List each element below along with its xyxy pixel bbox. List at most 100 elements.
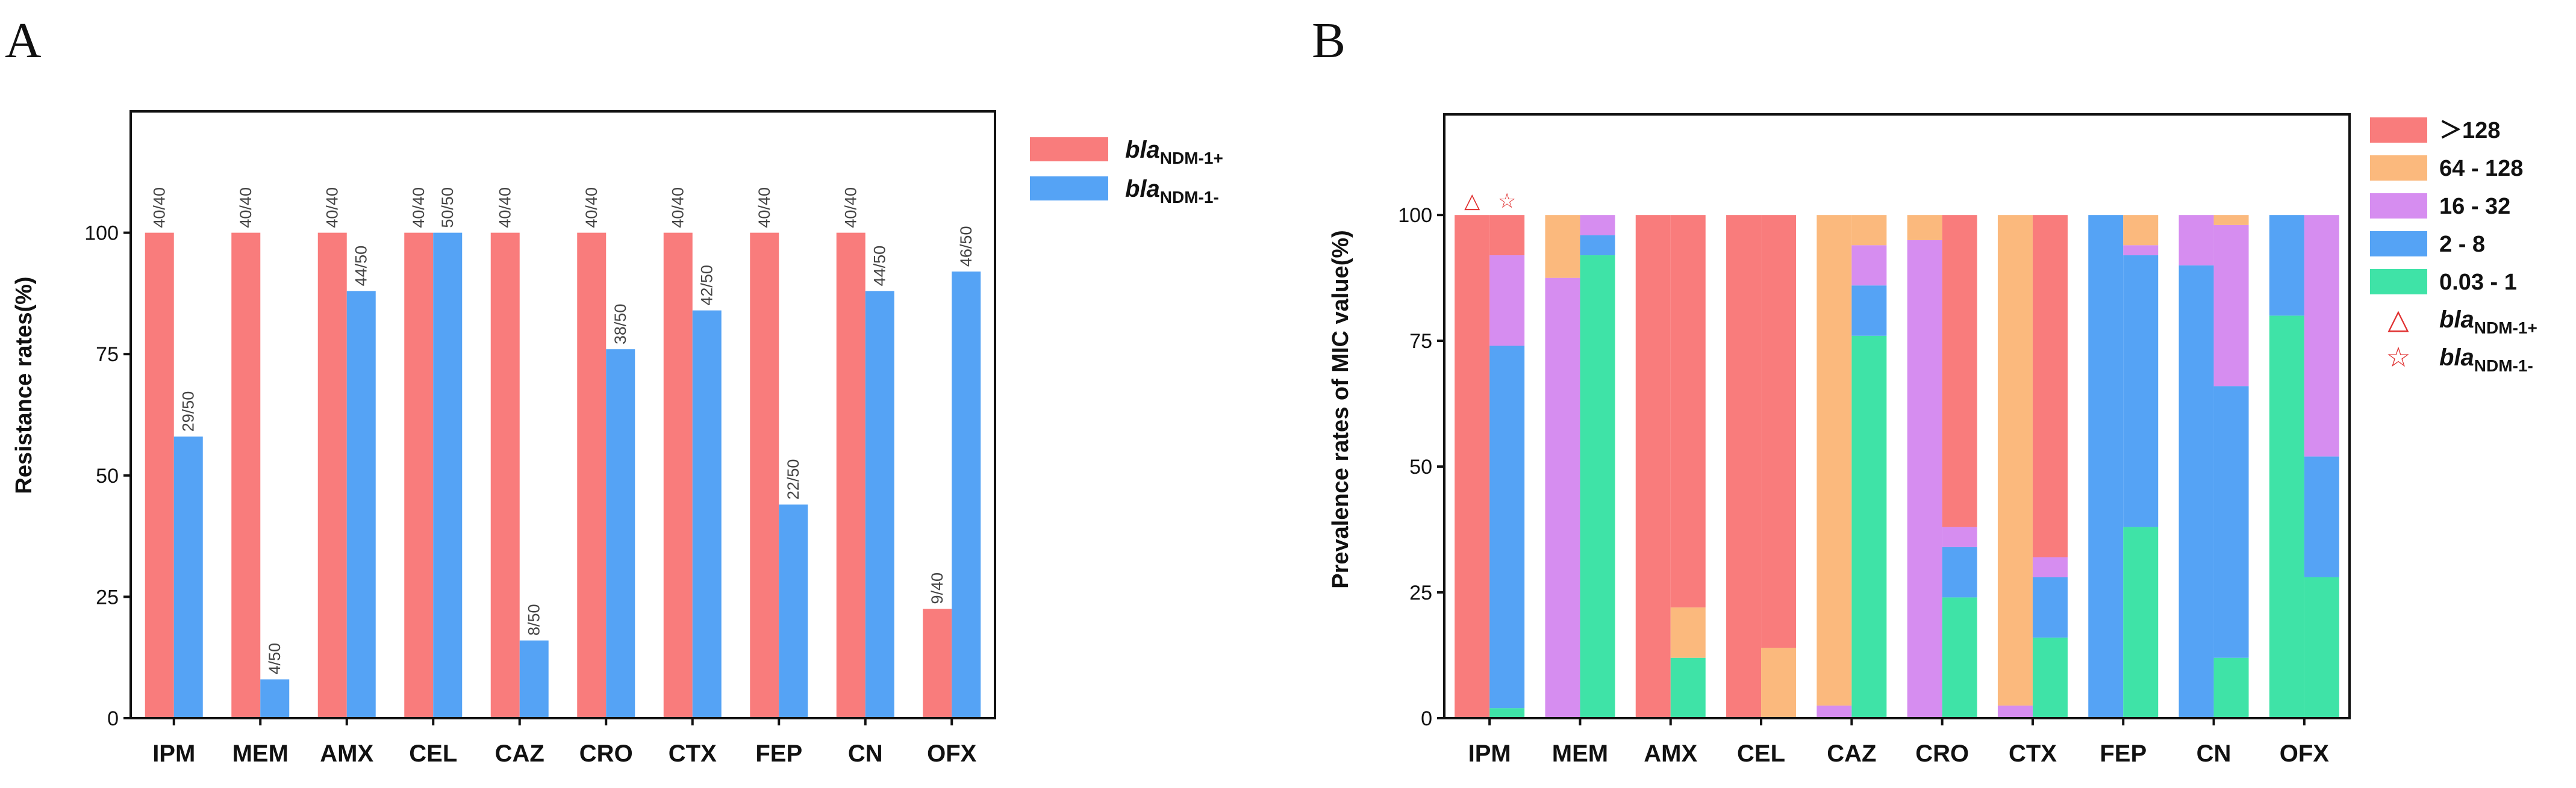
panel-a-bars (145, 232, 981, 719)
panel-b-legend-label: 2 - 8 (2439, 232, 2485, 257)
panel-a-legend-label: blaNDM-1+ (1125, 137, 1223, 167)
panel-a-data-label: 4/50 (266, 643, 284, 675)
panel-a-data-label: 40/40 (323, 187, 341, 228)
panel-a-legend-label-base: bla (1125, 137, 1160, 163)
panel-a-bar-ndm-neg (779, 504, 808, 718)
panel-a-bar-ndm-neg (865, 291, 894, 718)
panel-b-y-tick-label: 50 (1409, 456, 1432, 479)
panel-b-bar-segment-ndm-pos (2269, 215, 2304, 316)
panel-a-data-label: 38/50 (611, 304, 629, 345)
panel-b-x-ticks: IPM MEM AMX CEL CAZ CRO CTX FEP CN OFX (1468, 718, 2329, 767)
panel-b-bar-segment-ndm-pos (2269, 315, 2304, 718)
panel-b-bar-segment-ndm-neg (1942, 215, 1977, 527)
panel-b-legend-label-base: bla (2439, 306, 2474, 333)
panel-b-bar-segment-ndm-neg (1670, 215, 1706, 608)
panel-b-bar-segment-ndm-neg (2123, 255, 2159, 527)
panel-a-x-tick-label: CN (848, 740, 883, 767)
panel-b-bar-segment-ndm-pos (2088, 215, 2124, 719)
panel-b-bar-segment-ndm-neg (1670, 607, 1706, 658)
panel-b-legend-label: ＞128 (2439, 118, 2500, 143)
panel-a-x-tick-label: CRO (579, 740, 633, 767)
panel-b-bar-segment-ndm-neg (2304, 456, 2339, 577)
panel-b-bar-segment-ndm-neg (2123, 215, 2159, 246)
panel-a-data-label: 40/40 (496, 187, 514, 228)
panel-b-bar-segment-ndm-neg (2213, 657, 2249, 718)
panel-a-x-tick-label: MEM (232, 740, 288, 767)
panel-a-legend-label-sub: NDM-1+ (1160, 149, 1223, 167)
panel-a-bar-ndm-pos (145, 232, 174, 719)
panel-b-bar-segment-ndm-pos (1997, 215, 2033, 706)
panel-b-bar-segment-ndm-pos (1907, 215, 1942, 240)
panel-a-legend-swatch (1030, 176, 1108, 200)
panel-b-bar-segment-ndm-neg (2213, 386, 2249, 658)
panel-a-data-label: 40/40 (237, 187, 255, 228)
panel-b-marker-star: ☆ (1498, 190, 1516, 213)
panel-a-y-tick-label: 25 (96, 586, 119, 609)
panel-a-x-tick-label: IPM (152, 740, 195, 767)
panel-b-legend-marker-star: ☆ (2386, 341, 2410, 373)
panel-a-data-label: 40/40 (151, 187, 169, 228)
panel-b-legend-label: blaNDM-1+ (2439, 306, 2537, 337)
panel-a-bar-ndm-neg (260, 679, 290, 718)
panel-a-bar-ndm-neg (692, 310, 722, 718)
panel-a-data-label: 40/40 (410, 187, 428, 228)
panel-b-bar-segment-ndm-pos (1455, 215, 1490, 719)
panel-b-x-tick-label: MEM (1552, 740, 1608, 767)
panel-b-bar-segment-ndm-neg (1761, 215, 1797, 648)
panel-b-bar-segment-ndm-pos (1635, 215, 1671, 719)
panel-a-x-tick-label: CEL (409, 740, 457, 767)
panel-b-bar-segment-ndm-pos (1726, 215, 1762, 719)
panel-b-y-tick-label: 75 (1409, 330, 1432, 353)
panel-b-legend-marker-triangle: △ (2387, 303, 2409, 335)
panel-a-data-label: 40/40 (582, 187, 600, 228)
panel-a-bar-ndm-pos (577, 232, 607, 719)
panel-b-bar-segment-ndm-neg (1851, 335, 1887, 718)
panel-b-legend-swatch (2370, 269, 2427, 294)
panel-a-x-tick-label: OFX (927, 740, 977, 767)
panel-b-bar-segment-ndm-neg (1942, 527, 1977, 547)
panel-b-x-tick-label: CAZ (1827, 740, 1876, 767)
panel-b-bar-segment-ndm-neg (2032, 215, 2068, 557)
panel-b-bar-segment-ndm-neg (1851, 285, 1887, 336)
panel-a-data-label: 44/50 (352, 246, 370, 287)
panel-a-legend-swatch (1030, 137, 1108, 161)
panel-b-y-axis-label: Prevalence rates of MIC value(%) (1328, 230, 1353, 589)
panel-b-y-tick-label: 0 (1421, 707, 1432, 730)
panel-b-bar-segment-ndm-pos (1545, 278, 1580, 718)
panel-a-bar-ndm-neg (519, 640, 549, 718)
panel-b-legend-swatch (2370, 193, 2427, 219)
panel-b-bar-segment-ndm-neg (2123, 527, 2159, 718)
panel-b-x-tick-label: CTX (2009, 740, 2057, 767)
panel-b-legend-swatch (2370, 155, 2427, 181)
panel-label-b: B (1312, 13, 1346, 69)
panel-b-bar-segment-ndm-pos (2178, 215, 2214, 265)
panel-a-bar-ndm-pos (663, 232, 693, 719)
panel-a-data-label: 44/50 (871, 246, 889, 287)
panel-a-data-labels: 40/40 29/50 40/40 4/50 40/40 44/50 40/40 50/50 4… (151, 187, 976, 674)
panel-b-legend-label: blaNDM-1- (2439, 344, 2533, 375)
panel-b-bar-segment-ndm-neg (2032, 557, 2068, 577)
panel-b-bar-segment-ndm-neg (1761, 647, 1797, 718)
panel-b-x-tick-label: AMX (1644, 740, 1697, 767)
panel-a-bar-ndm-neg (606, 349, 635, 718)
panel-a-bar-ndm-neg (433, 232, 463, 719)
panel-a: A 40/40 29/50 40/40 4/50 40/40 44/50 40/40 50/5… (5, 13, 1223, 767)
panel-a-data-label: 42/50 (698, 265, 716, 306)
panel-a-bar-ndm-neg (173, 436, 203, 718)
panel-a-legend-label-base: bla (1125, 176, 1160, 202)
panel-b-legend-label: 16 - 32 (2439, 194, 2510, 219)
panel-a-data-label: 46/50 (957, 226, 975, 267)
panel-b-bar-segment-ndm-neg (1489, 255, 1525, 346)
panel-b-bar-segment-ndm-neg (1489, 708, 1525, 718)
panel-a-x-ticks: IPM MEM AMX CEL CAZ CRO CTX FEP CN OFX (152, 718, 977, 767)
panel-a-bar-ndm-pos (750, 232, 779, 719)
panel-a-bar-ndm-pos (923, 609, 952, 718)
panel-a-data-label: 8/50 (525, 604, 543, 636)
panel-a-data-label: 22/50 (784, 459, 802, 500)
panel-a-bar-ndm-pos (231, 232, 261, 719)
panel-a-y-tick-label: 75 (96, 343, 119, 366)
panel-b-x-tick-label: CRO (1915, 740, 1969, 767)
